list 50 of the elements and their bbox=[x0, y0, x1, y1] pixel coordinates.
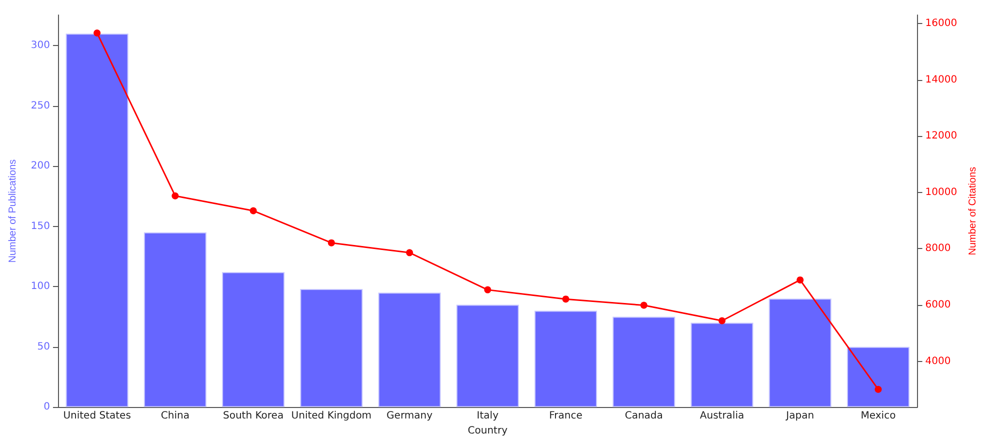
x-tick-label: South Korea bbox=[222, 410, 284, 422]
point bbox=[94, 30, 101, 36]
x-tick-label: Mexico bbox=[860, 410, 896, 422]
y2-tick-label: 6000 bbox=[925, 299, 951, 310]
x-axis-title: Country bbox=[468, 426, 508, 436]
y-tick-label: 200 bbox=[30, 160, 50, 172]
y-tick-label: 150 bbox=[30, 220, 50, 232]
point bbox=[484, 286, 492, 294]
point bbox=[874, 386, 882, 393]
bar bbox=[456, 304, 519, 408]
point bbox=[640, 302, 648, 309]
point bbox=[796, 276, 804, 284]
x-tick-label: Germany bbox=[386, 410, 433, 422]
y2-tick-label: 8000 bbox=[925, 243, 951, 254]
bar bbox=[378, 292, 441, 408]
y-tick-label: 300 bbox=[30, 40, 50, 52]
point bbox=[562, 296, 570, 303]
y2-tick-label: 12000 bbox=[925, 130, 958, 142]
x-tick-label: Canada bbox=[624, 410, 663, 422]
bar bbox=[768, 298, 832, 408]
x-tick-label: Japan bbox=[785, 410, 814, 422]
y2-tick-label: 10000 bbox=[925, 186, 958, 198]
bar bbox=[66, 34, 128, 408]
x-tick-label: France bbox=[549, 410, 582, 422]
point bbox=[406, 249, 414, 256]
point bbox=[328, 239, 335, 246]
bar bbox=[144, 232, 206, 408]
y2-tick-label: 4000 bbox=[925, 356, 951, 367]
y-tick-label: 250 bbox=[30, 100, 50, 112]
x-tick-label: Australia bbox=[700, 410, 744, 422]
y-tick-label: 0 bbox=[44, 402, 50, 413]
bar bbox=[612, 316, 676, 408]
point bbox=[172, 192, 179, 200]
bar bbox=[846, 346, 910, 408]
y-tick-label: 100 bbox=[30, 281, 50, 292]
y2-axis-title: Number of Citations bbox=[968, 166, 978, 256]
x-tick-label: United States bbox=[63, 410, 131, 422]
x-tick-label: United Kingdom bbox=[291, 410, 372, 422]
y2-tick-label: 14000 bbox=[925, 74, 958, 86]
x-tick-label: China bbox=[160, 410, 190, 422]
y-axis-title: Number of Publications bbox=[8, 159, 18, 263]
bar bbox=[300, 289, 363, 408]
y-tick-label: 50 bbox=[37, 341, 50, 352]
point bbox=[718, 317, 726, 324]
bar bbox=[534, 310, 598, 408]
bar bbox=[222, 272, 285, 408]
bar bbox=[690, 322, 754, 408]
y2-tick-label: 16000 bbox=[925, 18, 958, 30]
x-tick-label: Italy bbox=[476, 410, 499, 422]
point bbox=[250, 207, 257, 214]
